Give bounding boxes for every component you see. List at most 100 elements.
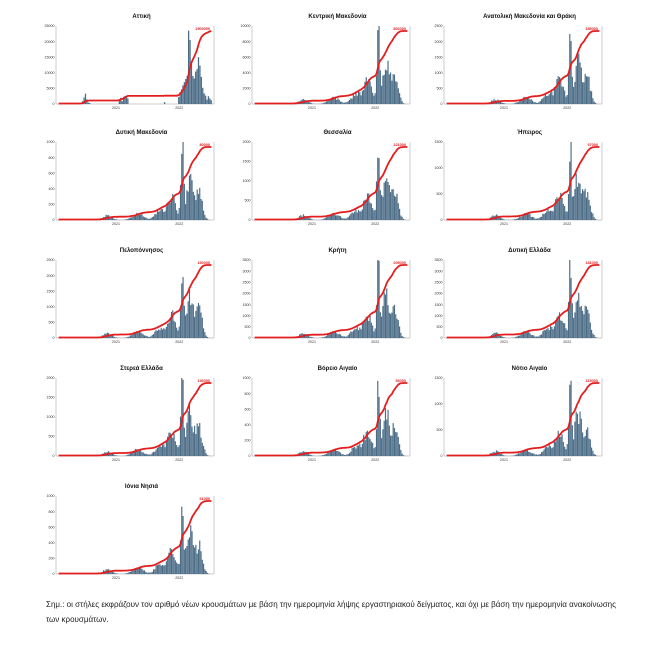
- chart-svg: 0 500 1000 1500 2000 2500 160000 2021 2022: [47, 258, 215, 344]
- chart-title: Πελοπόννησος: [119, 248, 164, 254]
- bar: [195, 310, 197, 338]
- bar: [346, 454, 348, 456]
- bar: [378, 158, 380, 220]
- bar: [156, 447, 158, 456]
- bar: [396, 82, 398, 104]
- bar: [183, 183, 185, 220]
- bar: [392, 189, 394, 220]
- cumulative-line: [254, 264, 408, 339]
- x-tick-label: 2022: [175, 576, 183, 580]
- bar: [561, 434, 563, 456]
- region-chart: Δυτική Ελλάδα 0 500 1000 1500 2000 2500 3000 350…: [432, 248, 627, 353]
- bar: [133, 331, 135, 338]
- y-tick-label: 2000: [243, 87, 251, 91]
- bar: [135, 448, 137, 456]
- region-chart: Αττική 0 5000 10000 15000 20000 25000 1900000 20…: [44, 14, 239, 119]
- y-tick-label: 1000: [47, 140, 55, 144]
- bar: [337, 450, 339, 456]
- bar: [128, 572, 130, 574]
- x-tick-label: 2022: [175, 340, 183, 344]
- bar: [89, 103, 91, 104]
- bar: [127, 454, 129, 456]
- bar: [327, 452, 329, 456]
- y-tick-label: 500: [49, 435, 55, 439]
- bar: [388, 74, 390, 104]
- bar: [192, 191, 194, 220]
- bar: [391, 189, 393, 220]
- cumulative-label: 80000: [199, 143, 210, 147]
- bar: [533, 335, 535, 338]
- bar: [593, 334, 595, 338]
- bar: [503, 103, 505, 104]
- bar: [516, 336, 518, 338]
- bar: [379, 312, 381, 338]
- chart-svg: 0 500 1000 1500 2000 2500 3000 3500 181000 2021 20…: [435, 258, 603, 344]
- bar: [556, 437, 558, 456]
- bar: [551, 210, 553, 220]
- bar: [561, 197, 563, 220]
- bar: [343, 336, 345, 338]
- bar: [372, 208, 374, 220]
- bar: [542, 213, 544, 220]
- bar: [584, 436, 586, 456]
- bar: [384, 181, 387, 220]
- regional-charts-grid: Αττική 0 5000 10000 15000 20000 25000 1900000 20…: [44, 14, 627, 580]
- bar: [379, 418, 381, 456]
- bar: [553, 87, 555, 104]
- bar: [146, 453, 148, 456]
- bar: [549, 92, 552, 104]
- bar: [352, 447, 354, 456]
- y-tick-label: 1000: [243, 314, 251, 318]
- y-tick-label: 1000: [243, 179, 251, 183]
- bar: [557, 200, 559, 220]
- bar: [578, 53, 580, 104]
- y-tick-label: 2000: [243, 292, 251, 296]
- bar: [329, 215, 331, 220]
- bar: [533, 453, 535, 456]
- bar: [594, 337, 597, 338]
- bar: [393, 304, 396, 338]
- bar: [582, 432, 584, 456]
- bar: [307, 102, 310, 104]
- bar: [122, 96, 125, 104]
- bar: [325, 101, 328, 104]
- chart-svg: 0 200 400 600 800 1000 61000 2021 2022: [47, 494, 215, 580]
- bar: [535, 336, 537, 338]
- bar: [187, 411, 189, 456]
- bar: [143, 335, 146, 338]
- bar: [393, 427, 396, 456]
- bar: [307, 453, 310, 456]
- bar: [306, 334, 308, 338]
- bar: [542, 451, 544, 456]
- bar: [546, 211, 548, 220]
- x-tick-label: 2021: [500, 340, 508, 344]
- bar: [366, 82, 369, 104]
- bar: [172, 310, 174, 338]
- bar: [163, 328, 165, 338]
- bar: [325, 453, 328, 456]
- y-tick-label: 2500: [47, 258, 55, 262]
- bar: [178, 563, 180, 574]
- bar: [531, 453, 534, 456]
- bar: [393, 195, 396, 220]
- bar: [342, 102, 344, 104]
- bar: [370, 86, 372, 104]
- bar: [377, 157, 379, 220]
- bar: [332, 331, 334, 338]
- bar: [534, 218, 536, 220]
- bar: [149, 218, 151, 220]
- bar: [84, 93, 87, 104]
- y-tick-label: 8000: [243, 40, 251, 44]
- bar: [182, 516, 184, 574]
- y-tick-label: 10000: [241, 24, 251, 28]
- bar: [546, 95, 548, 104]
- bar: [172, 554, 174, 574]
- bar: [540, 452, 543, 456]
- bar: [155, 565, 157, 574]
- y-tick-label: 2500: [243, 280, 251, 284]
- bar: [147, 454, 149, 456]
- bar: [194, 316, 196, 338]
- bar: [562, 86, 564, 104]
- bar: [350, 331, 352, 338]
- bar: [161, 329, 164, 338]
